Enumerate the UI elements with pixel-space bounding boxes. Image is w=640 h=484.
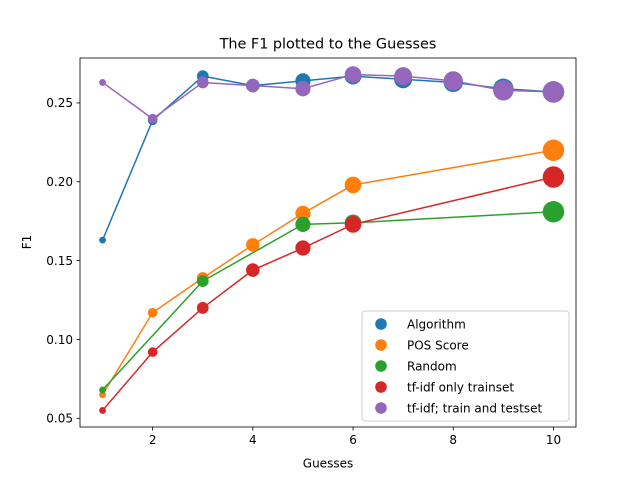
data-point-2-0 [99,386,106,394]
data-point-3-0 [99,407,106,414]
x-tick-label-1: 4 [249,433,257,447]
legend-box [361,310,570,422]
x-tick-label-3: 8 [449,433,457,447]
legend-marker-2 [375,360,387,372]
data-point-4-0 [99,79,106,86]
legend-marker-3 [375,381,387,393]
data-point-4-7 [443,71,463,91]
data-point-4-1 [147,113,158,124]
data-point-4-2 [196,76,209,89]
data-point-1-3 [246,238,260,252]
y-axis-label: F1 [20,235,34,250]
data-point-4-8 [493,80,514,101]
legend-label-1: POS Score [407,338,469,352]
data-point-1-4 [295,205,311,221]
legend: Algorithm POS Score Random tf-idf only trai… [361,310,570,422]
axes-frame [79,57,577,428]
series-line-4 [101,73,555,120]
legend-label-2: Random [407,359,457,373]
x-tick-label-4: 10 [546,433,561,447]
data-point-3-6 [542,166,565,188]
data-point-4-9 [542,81,565,103]
y-tick-label-0: 0.05 [46,412,73,426]
data-point-3-3 [246,263,260,277]
legend-label-3: tf-idf only trainset [407,380,514,394]
data-point-4-6 [394,67,413,86]
data-point-3-5 [344,216,362,233]
data-point-3-1 [147,347,158,357]
data-point-4-5 [344,66,362,83]
legend-marker-1 [375,339,387,351]
legend-label-4: tf-idf; train and testset [407,401,542,415]
x-tick-label-0: 2 [149,433,157,447]
y-tick-label-4: 0.25 [46,96,73,110]
x-axis-label: Guesses [303,457,353,471]
data-point-1-5 [344,176,362,194]
data-point-3-4 [295,240,311,256]
data-point-2-1 [196,275,209,288]
y-tick-label-1: 0.10 [46,333,73,347]
data-point-1-1 [147,307,158,318]
data-point-4-4 [295,81,311,97]
legend-marker-4 [375,402,387,414]
data-point-0-0 [99,236,106,244]
legend-marker-0 [375,318,387,330]
data-point-2-4 [542,201,565,223]
data-point-1-0 [99,391,106,399]
legend-label-0: Algorithm [407,317,466,331]
y-tick-label-2: 0.15 [46,254,73,268]
data-point-2-2 [295,216,311,232]
x-tick-label-2: 6 [349,433,357,447]
data-point-3-2 [196,302,209,314]
data-point-4-3 [246,78,260,93]
chart-title: The F1 plotted to the Guesses [219,37,437,53]
y-tick-label-3: 0.20 [46,175,73,189]
data-point-1-6 [542,139,565,161]
